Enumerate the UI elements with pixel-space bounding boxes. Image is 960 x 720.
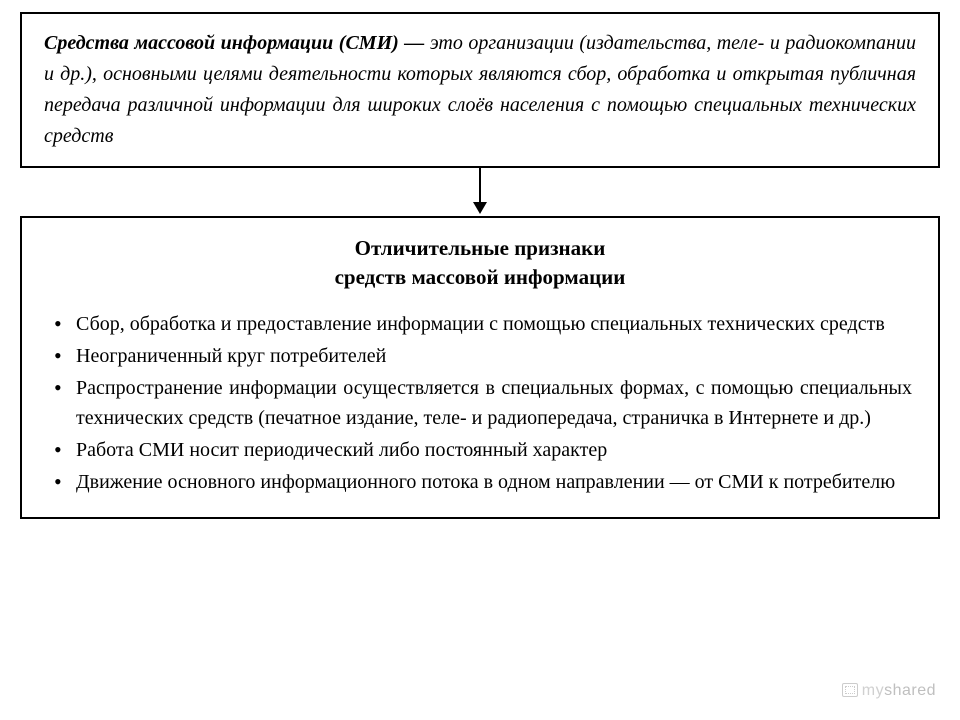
features-heading-line2: средств массовой информации (335, 265, 626, 289)
features-heading: Отличительные признаки средств массовой … (48, 234, 912, 293)
watermark-part1: my (862, 682, 884, 699)
features-box: Отличительные признаки средств массовой … (20, 216, 940, 519)
features-heading-line1: Отличительные признаки (355, 236, 606, 260)
watermark-icon (842, 683, 858, 697)
list-item: Неограниченный круг потребителей (48, 341, 912, 371)
arrow-connector (20, 168, 940, 216)
definition-box: Средства массовой информации (СМИ) — это… (20, 12, 940, 168)
arrow-head-icon (473, 202, 487, 214)
list-item: Работа СМИ носит периодический либо пост… (48, 435, 912, 465)
list-item: Движение основного информационного поток… (48, 467, 912, 497)
features-list: Сбор, обработка и предоставление информа… (48, 309, 912, 497)
watermark: myshared (842, 682, 936, 700)
arrow-line (479, 168, 481, 204)
definition-paragraph: Средства массовой информации (СМИ) — это… (44, 28, 916, 152)
list-item: Сбор, обработка и предоставление информа… (48, 309, 912, 339)
list-item: Распространение информации осуществляетс… (48, 373, 912, 433)
watermark-part2: shared (884, 682, 936, 699)
definition-term: Средства массовой информации (СМИ) — (44, 32, 424, 54)
